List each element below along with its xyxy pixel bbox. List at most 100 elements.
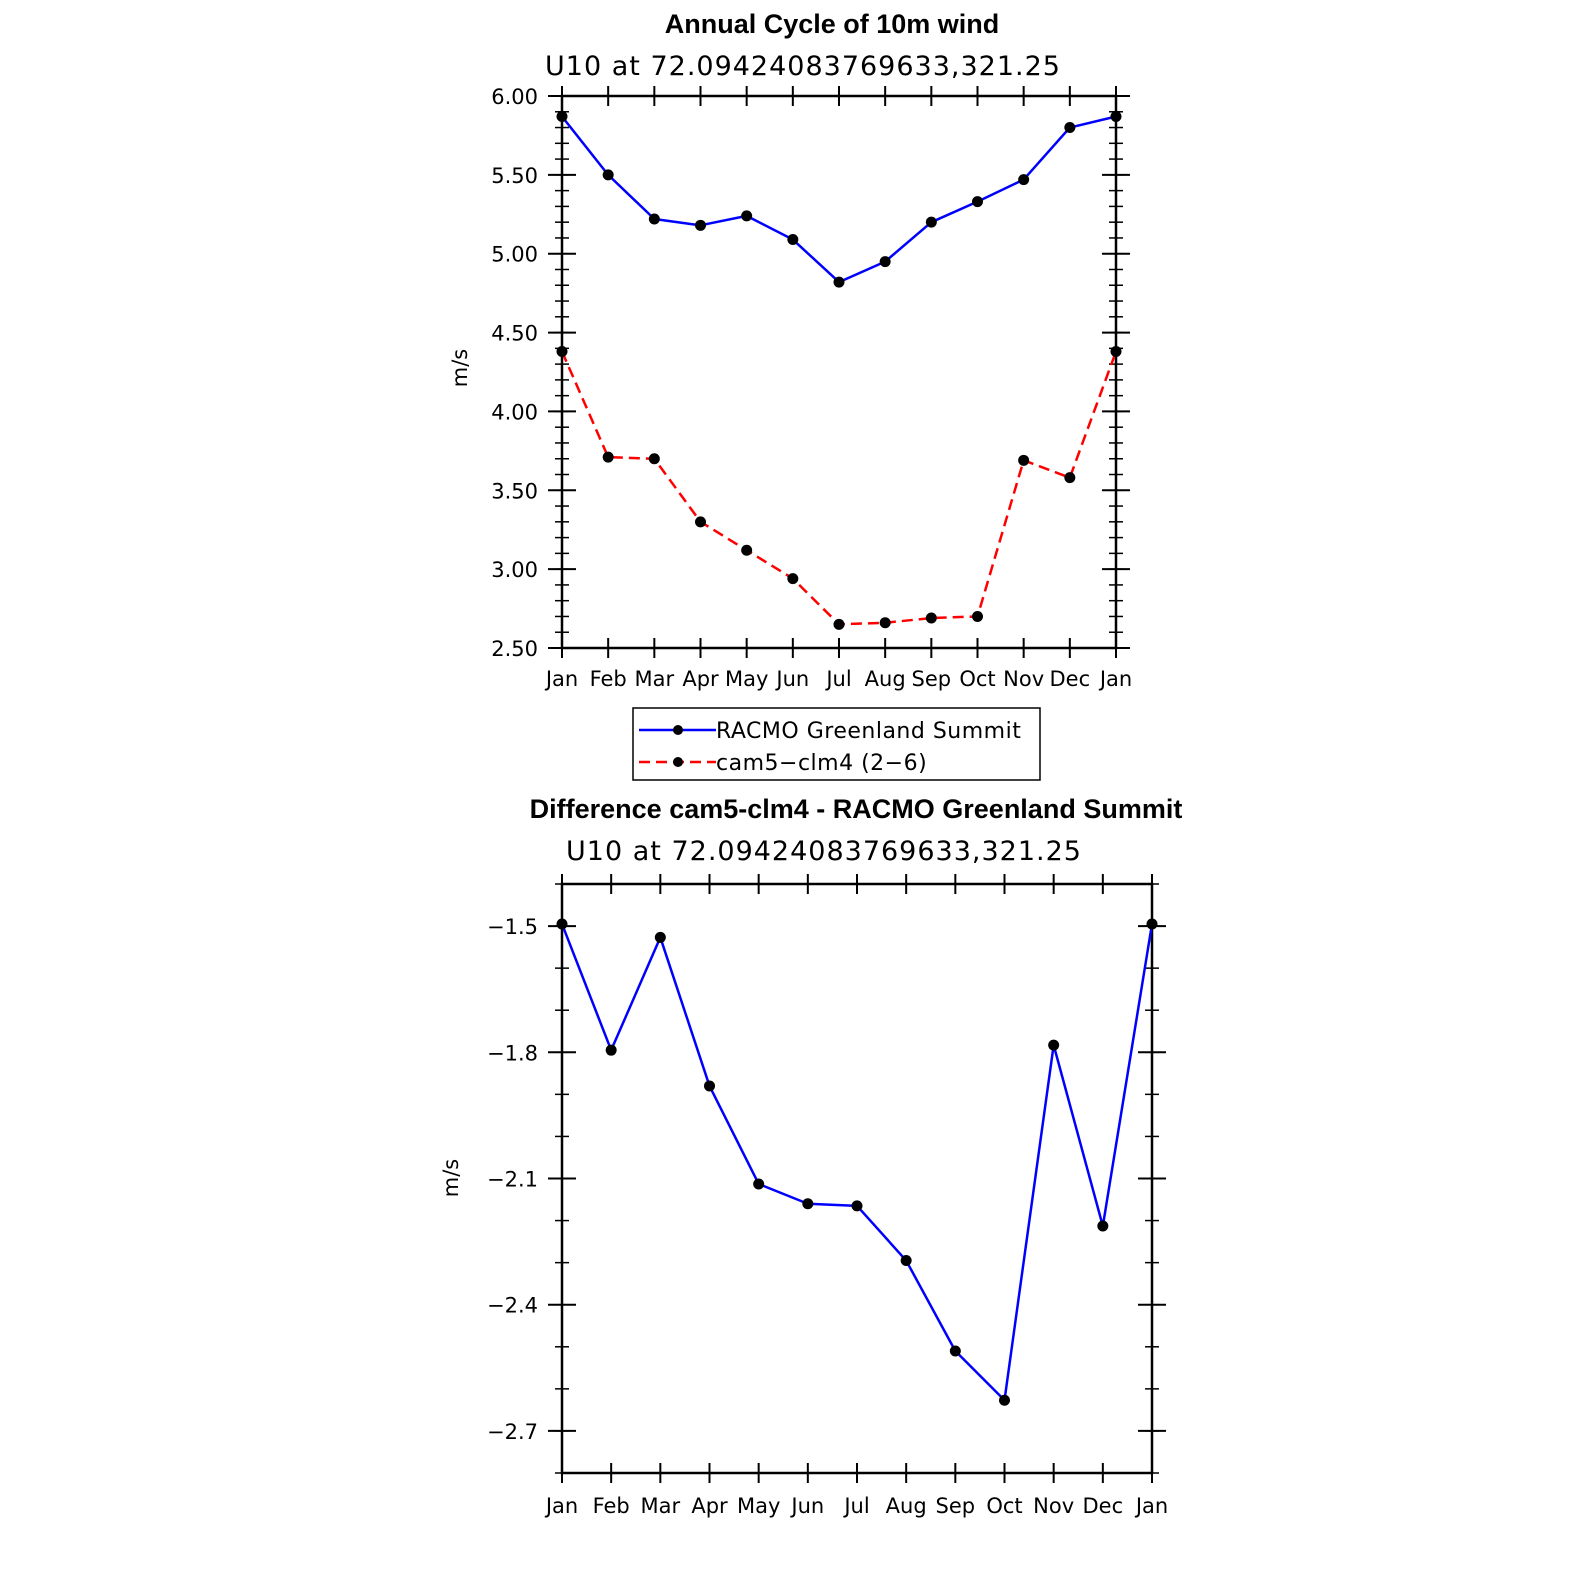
x-tick-label: Mar	[635, 667, 675, 691]
data-point	[602, 451, 614, 463]
data-point	[1110, 345, 1122, 357]
series-line	[560, 923, 1154, 1402]
series-2	[556, 345, 1122, 630]
data-point	[833, 276, 845, 288]
data-point	[1097, 1220, 1109, 1232]
series-line	[560, 350, 1118, 626]
data-point	[900, 1255, 912, 1267]
legend-label-racmo: RACMO Greenland Summit	[716, 719, 1021, 744]
series-1	[556, 918, 1158, 1406]
x-tick-label: Jan	[1098, 667, 1132, 691]
data-point	[741, 210, 753, 222]
x-tick-label: Feb	[590, 667, 627, 691]
y-tick-label: −2.1	[487, 1168, 538, 1192]
data-point	[949, 1345, 961, 1357]
data-point	[1018, 454, 1030, 466]
data-point	[704, 1080, 715, 1092]
x-tick-label: Mar	[641, 1494, 681, 1518]
data-point	[1018, 174, 1030, 186]
y-axis-label: m/s	[439, 1159, 463, 1197]
data-point	[654, 931, 666, 943]
data-point	[1064, 122, 1076, 134]
series-line	[561, 115, 1117, 284]
x-tick-label: Sep	[936, 1494, 976, 1518]
data-point	[999, 1394, 1010, 1406]
data-point	[556, 345, 568, 357]
data-point	[972, 610, 983, 622]
data-point	[851, 1200, 863, 1212]
y-tick-label: −2.7	[487, 1420, 538, 1444]
legend-marker-cam5	[673, 757, 683, 767]
chart-subtitle: U10 at 72.09424083769633,321.25	[545, 51, 1061, 82]
data-point	[753, 1178, 765, 1190]
x-tick-label: Oct	[986, 1494, 1022, 1518]
chart-subtitle: U10 at 72.09424083769633,321.25	[566, 836, 1082, 867]
x-tick-label: May	[725, 667, 768, 691]
x-tick-label: Jun	[789, 1494, 824, 1518]
x-tick-label: Aug	[886, 1494, 927, 1518]
y-axis-label: m/s	[448, 349, 472, 387]
data-point	[802, 1198, 814, 1210]
x-tick-label: Oct	[959, 667, 995, 691]
data-point	[879, 617, 891, 629]
y-tick-label: 3.50	[491, 479, 538, 503]
data-point	[1048, 1039, 1060, 1051]
data-point	[879, 256, 891, 268]
x-tick-label: Aug	[865, 667, 906, 691]
data-point	[602, 169, 614, 181]
data-point	[1110, 111, 1122, 123]
x-tick-label: Dec	[1050, 667, 1091, 691]
chart-title: Annual Cycle of 10m wind	[665, 9, 1000, 39]
x-tick-label: Jan	[1134, 1494, 1168, 1518]
plot-frame	[560, 882, 1154, 1475]
data-point	[833, 618, 845, 630]
y-tick-label: −1.8	[487, 1041, 538, 1065]
y-tick-label: 2.50	[491, 637, 538, 661]
difference-chart: Difference cam5-clm4 - RACMO Greenland S…	[439, 794, 1182, 1518]
y-tick-label: −1.5	[487, 915, 538, 939]
data-point	[648, 213, 660, 225]
data-point	[925, 216, 937, 228]
y-tick-label: 5.00	[491, 243, 538, 267]
data-point	[556, 111, 568, 123]
plot-area: Jan Feb Mar Apr May Jun Jul Aug Sep Oct Nov Dec Jan −…	[487, 874, 1168, 1518]
x-tick-label: Apr	[691, 1494, 728, 1518]
y-tick-label: 6.00	[491, 85, 538, 109]
x-tick-label: Nov	[1003, 667, 1044, 691]
x-tick-label: Dec	[1083, 1494, 1124, 1518]
data-point	[695, 219, 706, 231]
x-ticks: Jan Feb Mar Apr May Jun Jul Aug Sep Oct Nov Dec Jan	[544, 874, 1168, 1518]
data-point	[925, 612, 937, 624]
legend-box	[632, 707, 1041, 781]
x-tick-label: Feb	[593, 1494, 630, 1518]
chart-title: Difference cam5-clm4 - RACMO Greenland S…	[530, 794, 1183, 824]
x-ticks: Jan Feb Mar Apr May Jun Jul Aug Sep Oct Nov Dec Jan	[544, 86, 1132, 691]
x-tick-label: Jul	[842, 1494, 869, 1518]
x-tick-label: Jan	[544, 667, 578, 691]
plot-area: Jan Feb Mar Apr May Jun Jul Aug Sep Oct Nov Dec Jan 6…	[491, 85, 1132, 691]
data-point	[695, 516, 706, 528]
data-point	[972, 196, 983, 208]
y-tick-label: −2.4	[487, 1294, 538, 1318]
plot-frame	[560, 94, 1118, 650]
legend: RACMO Greenland Summit cam5−clm4 (2−6)	[632, 707, 1041, 781]
y-tick-label: 3.00	[491, 558, 538, 582]
x-tick-label: Sep	[912, 667, 952, 691]
y-ticks: 6.00 5.50 5.00 4.50 4.00 3.50 3.00 2.50	[491, 85, 1130, 661]
x-tick-label: Jul	[824, 667, 851, 691]
x-tick-label: Jun	[774, 667, 809, 691]
data-point	[605, 1044, 617, 1056]
data-point	[1064, 472, 1076, 484]
y-tick-label: 4.00	[491, 400, 538, 424]
legend-marker-racmo	[673, 725, 683, 735]
annual-cycle-chart: Annual Cycle of 10m wind U10 at 72.09424…	[448, 9, 1132, 781]
data-point	[556, 918, 568, 930]
data-point	[1146, 918, 1158, 930]
x-tick-label: Nov	[1033, 1494, 1074, 1518]
x-tick-label: Jan	[544, 1494, 578, 1518]
data-point	[787, 234, 799, 246]
series-1	[556, 111, 1122, 288]
x-tick-label: May	[737, 1494, 780, 1518]
y-tick-label: 4.50	[491, 322, 538, 346]
